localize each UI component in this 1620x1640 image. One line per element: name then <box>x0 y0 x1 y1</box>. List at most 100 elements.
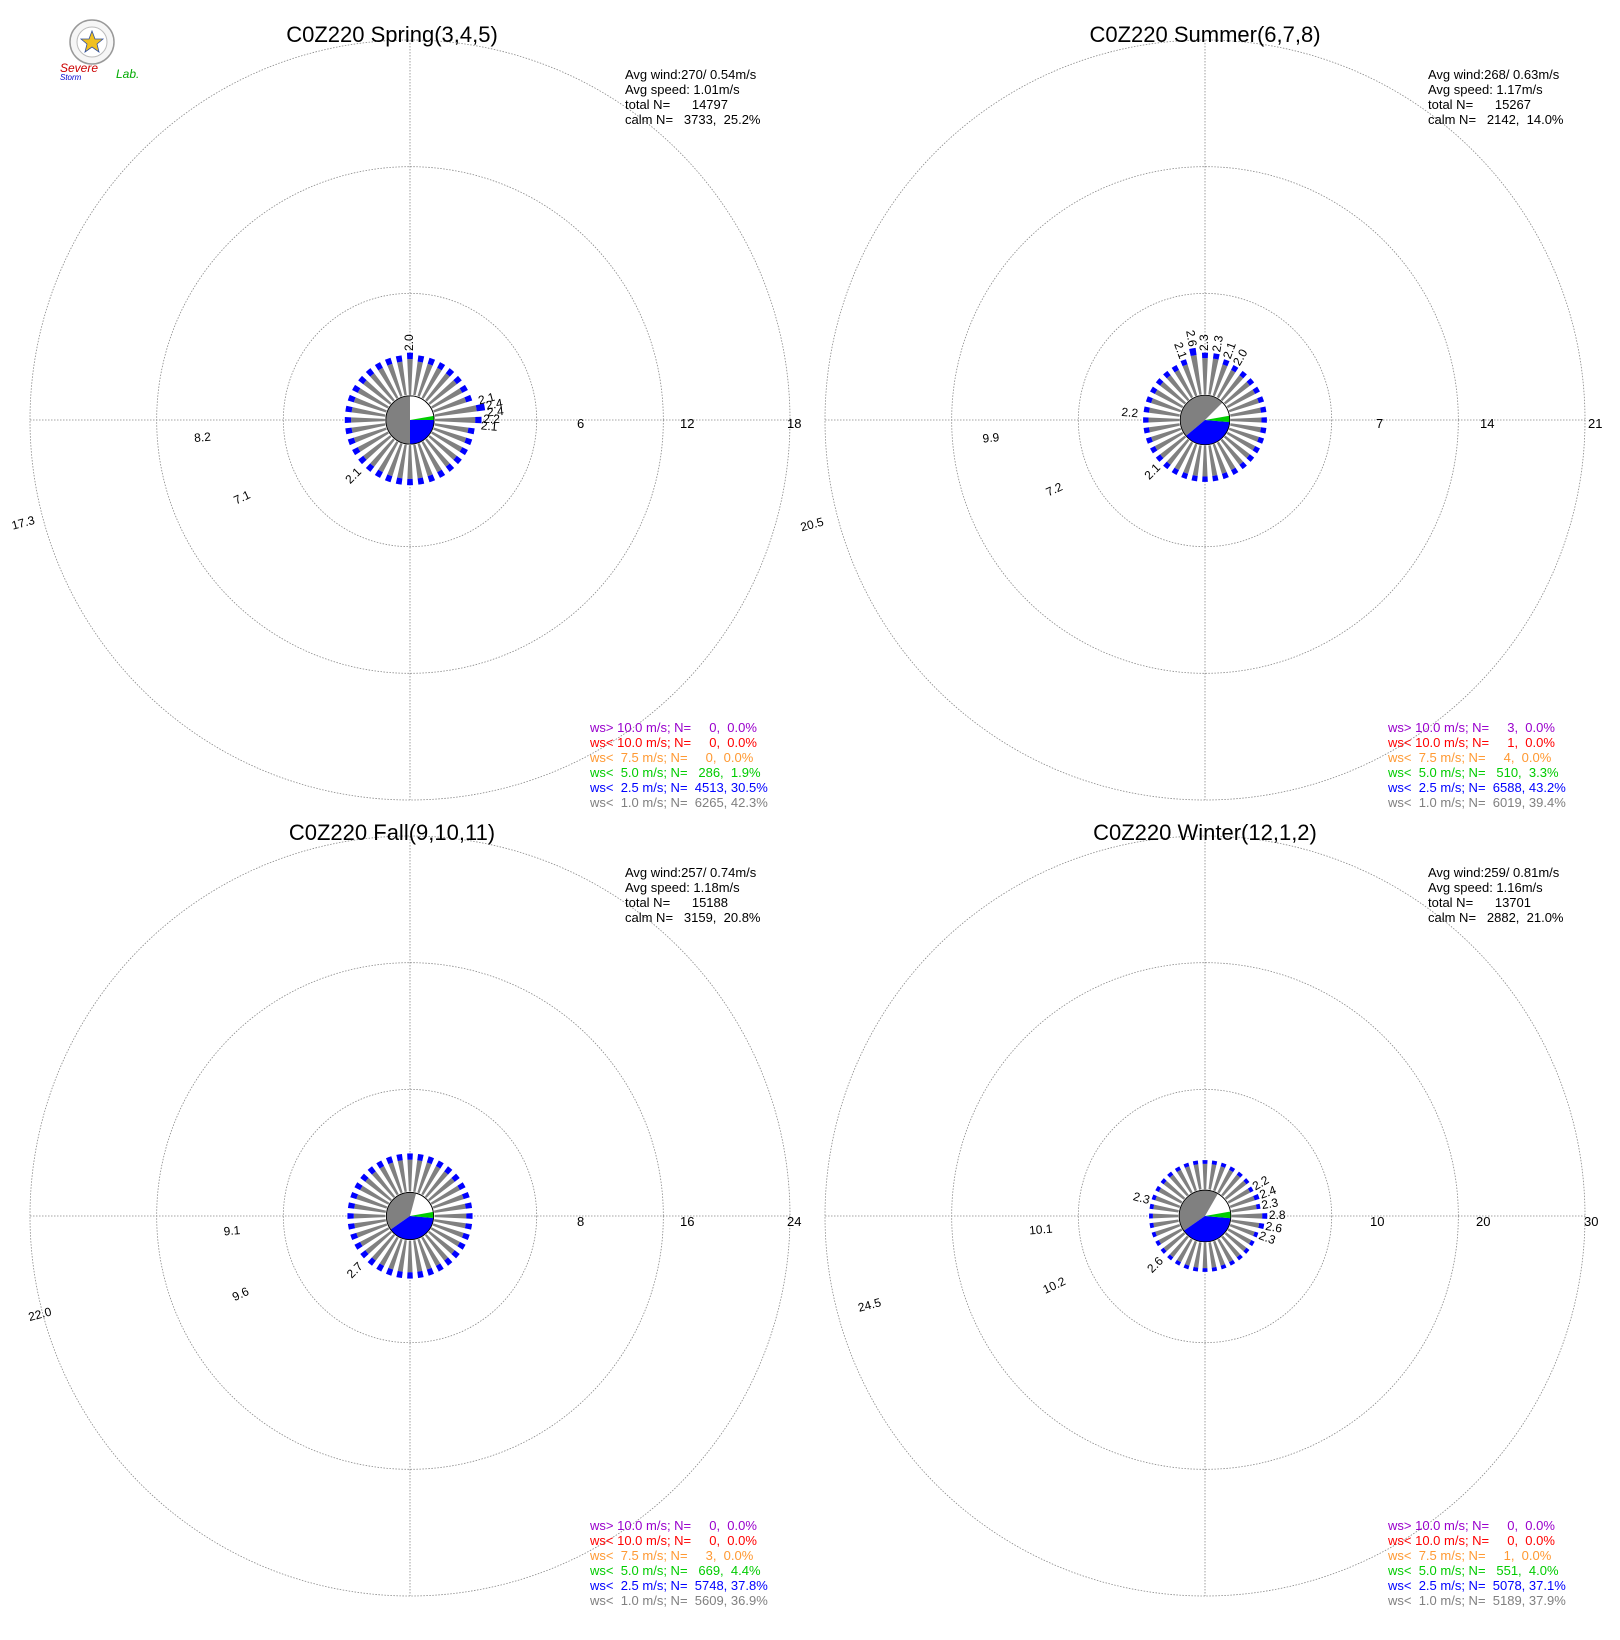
chart-title: C0Z220 Spring(3,4,5) <box>286 22 498 47</box>
peak-label-3: 2.7 <box>344 1259 366 1281</box>
bar-segment-170-0 <box>413 1239 423 1272</box>
bar-segment-220-1 <box>365 463 375 472</box>
bar-segment-210-0 <box>1176 1238 1193 1263</box>
bar-segment-50-0 <box>1223 381 1250 405</box>
bar-segment-160-0 <box>417 443 433 477</box>
calm-n-text: calm N= 3733, 25.2% <box>625 112 761 127</box>
bar-segment-180-1 <box>407 1272 413 1279</box>
stats-block: Avg wind:268/ 0.63m/s Avg speed: 1.17m/s… <box>1428 67 1564 127</box>
bar-segment-200-0 <box>388 1238 403 1270</box>
bar-segment-170-1 <box>417 1270 424 1279</box>
peak-label-3: 2.1 <box>342 465 364 487</box>
bar-segment-290-1 <box>350 1191 359 1200</box>
peak-label-6: 2.4 <box>1258 1183 1279 1202</box>
bar-segment-150-0 <box>421 1236 441 1266</box>
bar-segment-20-1 <box>427 357 436 366</box>
bar-segment-140-1 <box>1236 1254 1243 1261</box>
bar-segment-120-1 <box>1252 445 1260 454</box>
calm-n-text: calm N= 2882, 21.0% <box>1428 910 1564 925</box>
peak-label-1: 9.1 <box>223 1223 241 1238</box>
wind-rose-panel-spring: C0Z220 Spring(3,4,5) Avg wind:270/ 0.54m… <box>10 22 801 810</box>
bar-segment-70-0 <box>1228 398 1259 413</box>
bar-segment-310-0 <box>1163 1180 1186 1200</box>
bar-segment-20-1 <box>1222 359 1230 367</box>
bar-segment-340-1 <box>1180 359 1188 367</box>
disc-sector-lt-5 <box>410 1211 434 1219</box>
bar-segment-40-0 <box>1220 375 1244 402</box>
bar-segment-20-0 <box>417 363 433 397</box>
peak-label-9: 2.6 <box>1264 1219 1283 1236</box>
calm-disc <box>1178 1189 1232 1243</box>
ring-label-3: 30 <box>1584 1214 1598 1229</box>
legend-ws-lt-1: ws< 1.0 m/s; N= 5609, 36.9% <box>589 1593 768 1608</box>
peak-label-8: 2.8 <box>1269 1208 1286 1222</box>
bar-segment-130-0 <box>428 1230 455 1255</box>
bar-segment-320-0 <box>370 373 395 402</box>
bar-segment-150-1 <box>1228 1259 1236 1266</box>
bar-segment-130-1 <box>453 455 462 465</box>
peak-labels: 22.0 9.1 9.6 2.7 <box>27 1223 366 1324</box>
bar-segment-280-1 <box>345 405 353 413</box>
total-n-text: total N= 14797 <box>625 97 728 112</box>
peak-label-10: 2.3 <box>1257 1228 1278 1247</box>
bar-segment-190-0 <box>397 444 407 479</box>
bar-segment-20-0 <box>1212 364 1228 397</box>
bar-segment-220-0 <box>1169 1235 1189 1258</box>
disc-sector-lt-2-5 <box>1183 1216 1231 1242</box>
bar-segment-90-1 <box>475 416 482 424</box>
bar-segment-30-1 <box>1230 365 1239 373</box>
calm-disc-outline <box>386 1192 434 1240</box>
avg-wind-text: Avg wind:270/ 0.54m/s <box>625 67 757 82</box>
bar-segment-280-0 <box>354 1203 387 1213</box>
bar-segment-110-1 <box>464 437 473 446</box>
legend-ws-lt-10: ws< 10.0 m/s; N= 0, 0.0% <box>589 1533 757 1548</box>
bar-segment-280-1 <box>347 1202 356 1209</box>
bar-segment-330-1 <box>1174 1166 1182 1173</box>
bar-segment-280-1 <box>1149 1203 1155 1210</box>
bar-segment-190-1 <box>1191 475 1198 482</box>
peak-label-6: 2.6 <box>1183 329 1200 348</box>
bar-segment-250-0 <box>356 1223 388 1238</box>
direction-bars <box>344 352 486 486</box>
bar-segment-140-0 <box>1220 438 1244 465</box>
bar-segment-170-1 <box>417 477 425 485</box>
disc-sector-lt-1 <box>386 1192 417 1230</box>
bar-segment-170-1 <box>1212 475 1219 482</box>
bar-segment-340-0 <box>388 1162 403 1194</box>
bar-segment-220-0 <box>1166 438 1190 465</box>
peak-label-1: 10.1 <box>1029 1222 1054 1238</box>
bar-segment-90-1 <box>466 1213 473 1219</box>
ring-label-3: 18 <box>787 416 801 431</box>
bar-segment-100-1 <box>1258 1223 1265 1230</box>
legend-ws-lt-2-5: ws< 2.5 m/s; N= 4513, 30.5% <box>589 780 768 795</box>
chart-title: C0Z220 Summer(6,7,8) <box>1089 22 1320 47</box>
ring-label-3: 21 <box>1588 416 1602 431</box>
wind-rose-panel-summer: C0Z220 Summer(6,7,8) Avg wind:268/ 0.63m… <box>799 22 1603 810</box>
bar-segment-310-0 <box>363 380 392 405</box>
avg-wind-text: Avg wind:257/ 0.74m/s <box>625 865 757 880</box>
bar-segment-160-0 <box>1212 443 1227 474</box>
bar-segment-330-0 <box>1176 1169 1193 1194</box>
bar-segment-300-0 <box>1158 1187 1183 1204</box>
calm-disc <box>386 1192 434 1240</box>
bar-segment-210-0 <box>378 441 399 473</box>
legend-ws-lt-1: ws< 1.0 m/s; N= 6265, 42.3% <box>589 795 768 810</box>
bar-segment-220-0 <box>371 1234 396 1261</box>
legend-ws-lt-2-5: ws< 2.5 m/s; N= 5078, 37.1% <box>1387 1578 1566 1593</box>
bar-segment-120-1 <box>1248 1239 1255 1247</box>
bar-segment-50-1 <box>453 375 462 385</box>
bar-segment-90-0 <box>1230 417 1262 423</box>
bar-segment-280-0 <box>351 407 386 417</box>
bar-segment-260-0 <box>351 423 386 433</box>
bar-segment-140-1 <box>445 463 455 472</box>
bar-segment-30-0 <box>1216 369 1236 399</box>
bar-segment-110-0 <box>1229 1224 1255 1237</box>
bar-segment-350-1 <box>1192 1160 1199 1166</box>
bar-segment-240-1 <box>352 447 361 456</box>
bar-segment-300-1 <box>1150 386 1158 395</box>
bar-segment-90-0 <box>1231 1213 1263 1219</box>
avg-wind-text: Avg wind:259/ 0.81m/s <box>1428 865 1560 880</box>
total-n-text: total N= 13701 <box>1428 895 1531 910</box>
bar-segment-130-0 <box>1223 435 1250 459</box>
ring-label-3: 24 <box>787 1214 801 1229</box>
